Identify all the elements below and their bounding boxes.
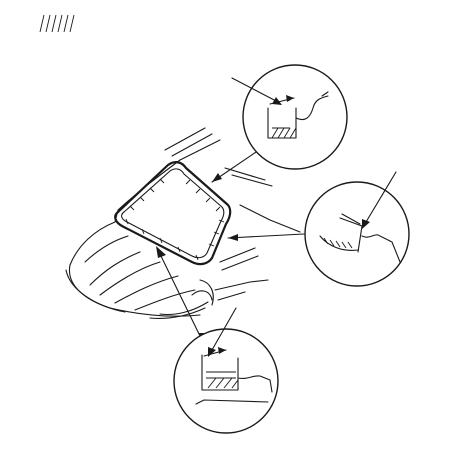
section-detail-right-icon	[304, 171, 410, 287]
leader-lines	[156, 147, 305, 344]
section-detail-upper-icon	[231, 64, 348, 170]
section-detail-lower-icon	[173, 307, 279, 434]
windshield-frame	[114, 161, 232, 266]
hatch-legend-icon	[39, 14, 75, 33]
car-body-outline	[65, 127, 301, 319]
